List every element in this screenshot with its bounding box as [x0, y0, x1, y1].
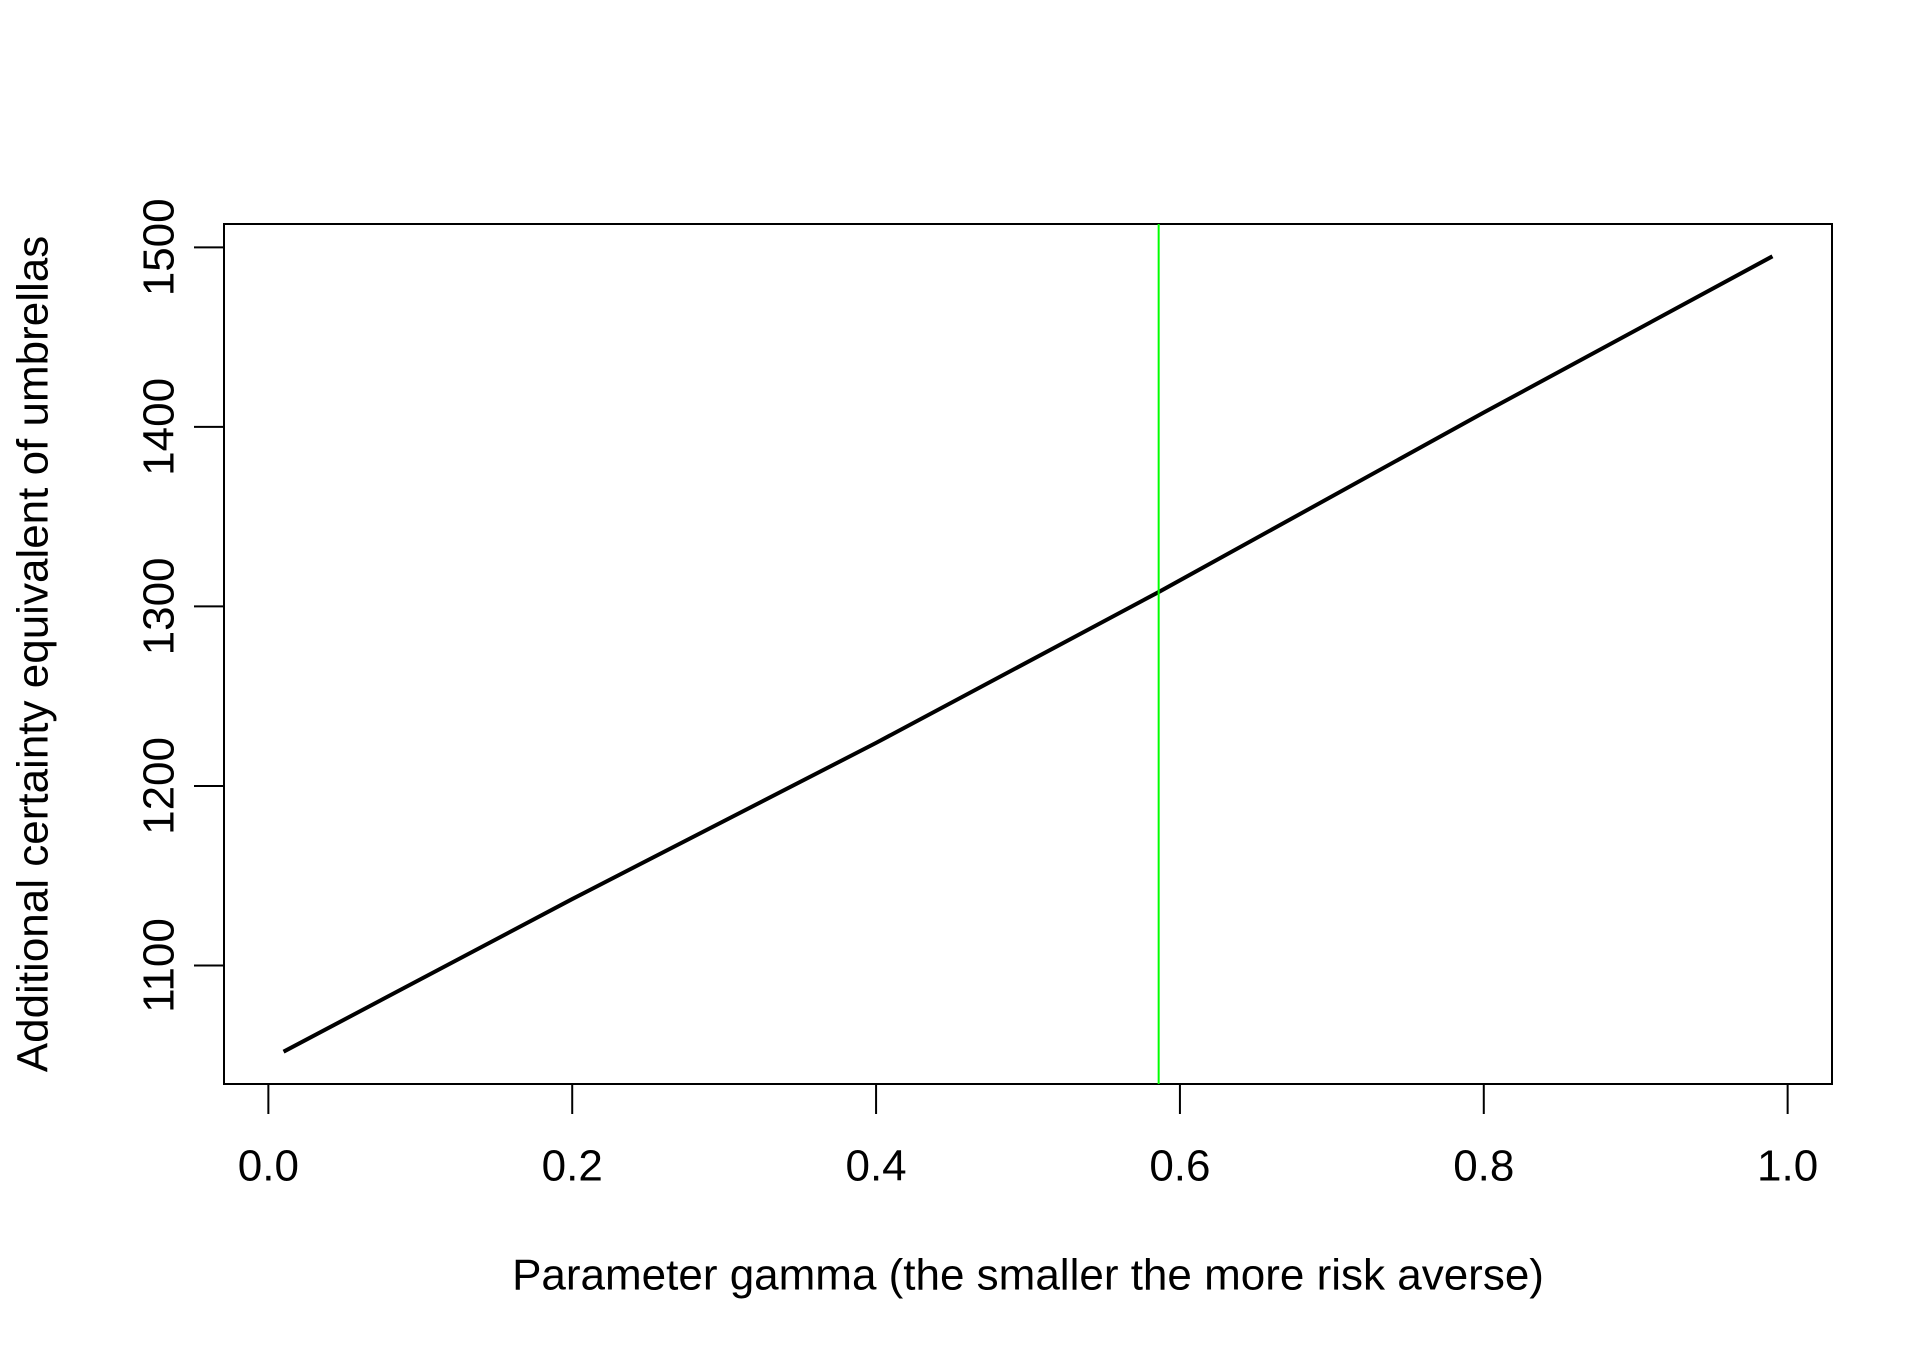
x-tick-label: 0.6 — [1149, 1142, 1210, 1191]
x-tick-label: 0.2 — [542, 1142, 603, 1191]
y-tick-label: 1400 — [135, 378, 184, 476]
y-tick-label: 1100 — [135, 918, 184, 1013]
y-tick-label: 1200 — [135, 737, 184, 835]
x-axis-title: Parameter gamma (the smaller the more ri… — [512, 1251, 1544, 1300]
x-tick-label: 0.0 — [238, 1142, 299, 1191]
y-tick-label: 1500 — [135, 198, 184, 296]
y-axis-title: Additional certainty equivalent of umbre… — [9, 236, 58, 1072]
data-line — [282, 254, 1774, 1054]
x-tick-label: 1.0 — [1757, 1142, 1818, 1191]
y-tick-label: 1300 — [135, 557, 184, 655]
plot-frame — [223, 223, 1833, 1085]
x-tick-label: 0.4 — [845, 1142, 906, 1191]
x-tick-label: 0.8 — [1453, 1142, 1514, 1191]
